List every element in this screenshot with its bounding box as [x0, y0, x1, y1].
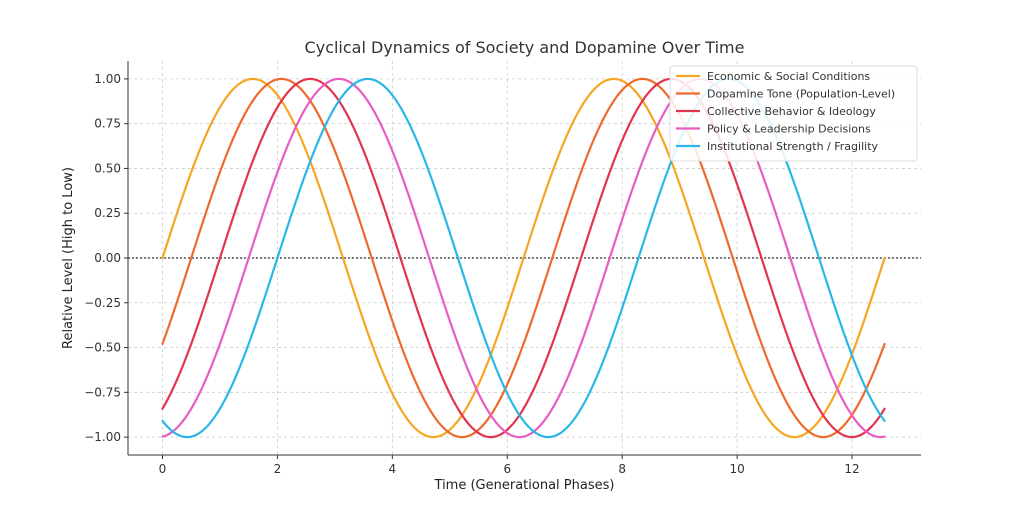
y-tick-label-4: 0.00	[94, 251, 121, 265]
series-line-1	[161, 77, 886, 439]
y-tick-label-5: −0.25	[84, 296, 121, 310]
legend-box	[669, 65, 918, 162]
x-tick-label-4: 8	[618, 462, 626, 476]
legend-label-4: Policy & Leadership Decisions	[707, 123, 871, 136]
legend-label-3: Collective Behavior & Ideology	[707, 105, 876, 118]
y-tick-label-8: −1.00	[84, 430, 121, 444]
x-tick-label-5: 10	[729, 462, 744, 476]
legend-label-5: Institutional Strength / Fragility	[707, 140, 879, 153]
legend: Economic & Social Conditions Dopamine Ton…	[669, 65, 918, 162]
y-axis-ticks: 1.00 0.75 0.50 0.25 0.00 −0.25 −0.50 −0.75 −1.00	[84, 72, 128, 444]
y-tick-label-3: 0.25	[94, 206, 121, 220]
x-tick-label-6: 12	[844, 462, 859, 476]
series-line-2	[161, 77, 886, 439]
y-tick-label-0: 1.00	[94, 72, 121, 86]
x-tick-label-3: 6	[503, 462, 511, 476]
legend-label-1: Economic & Social Conditions	[707, 70, 870, 83]
x-tick-label-1: 2	[274, 462, 282, 476]
series-line-4	[161, 77, 886, 439]
series-line-3	[161, 77, 886, 439]
chart-title: Cyclical Dynamics of Society and Dopamin…	[305, 38, 745, 57]
x-axis-label: Time (Generational Phases)	[434, 478, 615, 493]
y-axis-label: Relative Level (High to Low)	[61, 167, 76, 349]
y-tick-label-7: −0.75	[84, 385, 121, 399]
y-tick-label-1: 0.75	[94, 117, 121, 131]
y-tick-label-6: −0.50	[84, 341, 121, 355]
x-axis-ticks: 0 2 4 6 8 10 12	[159, 455, 860, 476]
legend-label-2: Dopamine Tone (Population-Level)	[707, 88, 895, 101]
y-tick-label-2: 0.50	[94, 161, 121, 175]
x-tick-label-0: 0	[159, 462, 167, 476]
x-tick-label-2: 4	[389, 462, 397, 476]
